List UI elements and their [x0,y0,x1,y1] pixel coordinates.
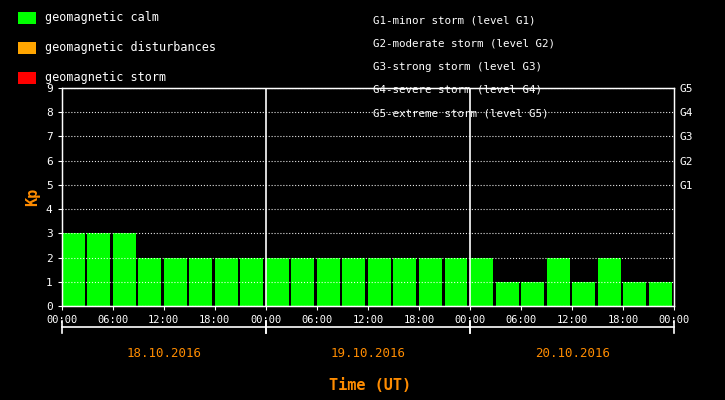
Text: Time (UT): Time (UT) [328,378,411,393]
Text: geomagnetic calm: geomagnetic calm [45,12,159,24]
Y-axis label: Kp: Kp [25,188,41,206]
Bar [317,258,340,306]
Bar [164,258,187,306]
Text: 20.10.2016: 20.10.2016 [534,347,610,360]
Bar [368,258,391,306]
Text: 19.10.2016: 19.10.2016 [331,347,405,360]
Bar [470,258,493,306]
Text: G2-moderate storm (level G2): G2-moderate storm (level G2) [373,38,555,48]
Text: G1-minor storm (level G1): G1-minor storm (level G1) [373,15,536,25]
Text: G3-strong storm (level G3): G3-strong storm (level G3) [373,62,542,72]
Bar [521,282,544,306]
Bar [240,258,263,306]
Bar [444,258,468,306]
Bar [547,258,570,306]
Bar [342,258,365,306]
Bar [597,258,621,306]
Text: G5-extreme storm (level G5): G5-extreme storm (level G5) [373,108,549,118]
Bar [419,258,442,306]
Bar [138,258,161,306]
Text: 18.10.2016: 18.10.2016 [126,347,202,360]
Bar [649,282,671,306]
Bar [215,258,238,306]
Bar [189,258,212,306]
Bar [62,233,85,306]
Bar [266,258,289,306]
Text: geomagnetic storm: geomagnetic storm [45,72,166,84]
Bar [291,258,315,306]
Bar [112,233,136,306]
Bar [572,282,595,306]
Text: G4-severe storm (level G4): G4-severe storm (level G4) [373,85,542,95]
Text: geomagnetic disturbances: geomagnetic disturbances [45,42,216,54]
Bar [87,233,110,306]
Bar [496,282,518,306]
Bar [394,258,416,306]
Bar [624,282,646,306]
